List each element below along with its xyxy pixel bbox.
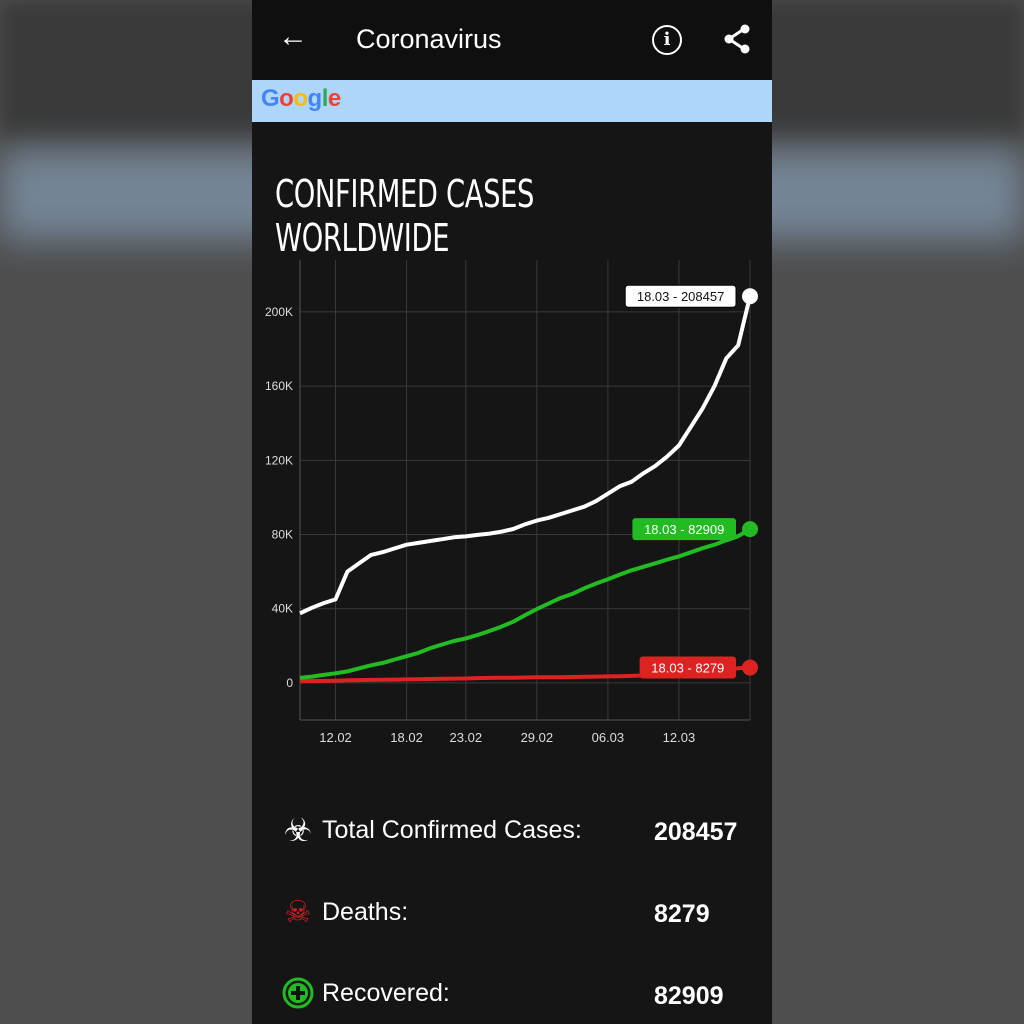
google-logo: Google [261,85,341,112]
data-label-box [639,656,736,679]
y-tick-label: 40K [272,602,293,616]
series-end-point [742,659,758,676]
data-label: 18.03 - 208457 [637,289,724,304]
x-tick-label: 06.03 [592,730,625,745]
stat-label: Deaths: [322,897,409,926]
y-tick-label: 0 [286,676,293,690]
chart-heading: CONFIRMED CASES WORLDWIDE [275,172,535,260]
x-tick-label: 29.02 [521,730,554,745]
info-icon[interactable]: i [652,25,682,55]
stat-label: Total Confirmed Cases: [322,815,582,844]
phone-screen: ← Coronavirus i Google CONFIRMED CASES W… [252,0,772,1024]
series-line [299,527,752,680]
stat-value: 208457 [654,818,738,846]
series-line [299,295,752,616]
share-icon[interactable] [722,24,752,54]
stat-deaths: ☠ Deaths: [280,894,409,930]
y-tick-label: 80K [272,528,293,542]
x-tick-label: 18.02 [390,730,423,745]
x-tick-label: 23.02 [450,730,483,745]
stat-value: 8279 [654,900,710,928]
stat-label: Recovered: [322,978,450,1007]
ad-banner[interactable]: Google [252,80,772,122]
y-tick-label: 160K [265,379,293,393]
data-label-box [632,518,736,541]
arrow-left-icon[interactable]: ← [278,20,308,53]
data-label: 18.03 - 82909 [644,522,724,537]
app-bar: ← Coronavirus i [252,0,772,80]
series-end-point [742,521,758,538]
biohazard-icon: ☣ [283,812,313,848]
app-title: Coronavirus [356,24,502,54]
cases-line-chart: 0 40K 80K 120K 160K 200K 12.02 18.02 23.02 29.02 0… [265,260,758,745]
y-tick-label: 120K [265,453,293,467]
data-label: 18.03 - 8279 [651,661,724,676]
stat-total-confirmed: ☣ Total Confirmed Cases: [280,812,582,848]
plus-circle-icon [280,975,316,1011]
stat-value: 82909 [654,982,724,1010]
stat-recovered: Recovered: [280,975,450,1011]
skull-icon: ☠ [284,895,312,929]
data-label-box [624,284,737,308]
series-end-point [742,288,758,305]
x-tick-label: 12.02 [319,730,352,745]
y-tick-label: 200K [265,305,293,319]
x-tick-label: 12.03 [663,730,696,745]
